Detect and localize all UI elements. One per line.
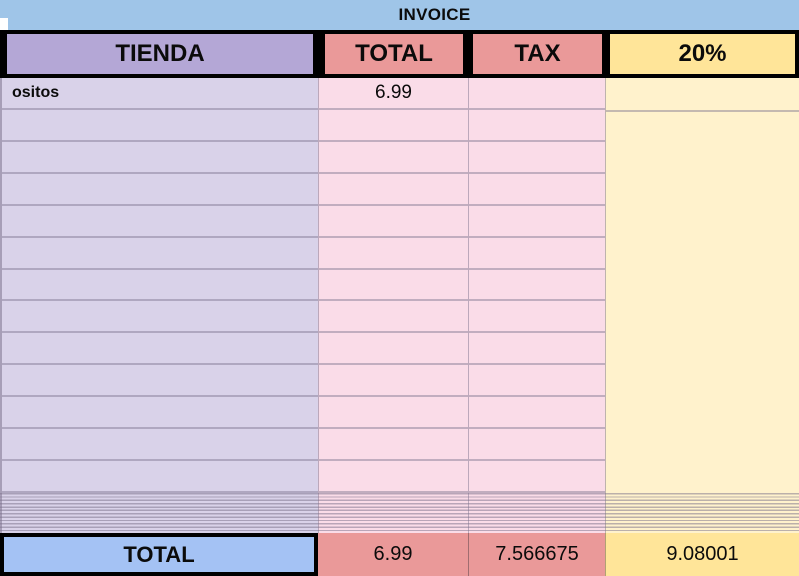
empty-cell[interactable] [469, 397, 605, 430]
empty-cell[interactable] [469, 461, 605, 493]
empty-cell[interactable] [469, 301, 605, 334]
empty-cell[interactable] [469, 365, 605, 398]
cell-total-value[interactable]: 6.99 [319, 78, 468, 110]
header-cell-20pct[interactable]: 20% [610, 34, 795, 74]
empty-cell[interactable] [2, 142, 318, 174]
empty-cell[interactable] [319, 174, 468, 206]
empty-cell[interactable] [2, 270, 318, 302]
column-20pct [605, 78, 799, 493]
compressed-cells-tax [468, 493, 605, 533]
empty-cell[interactable] [2, 461, 318, 493]
cell-store-name[interactable]: ositos [2, 78, 318, 110]
header-cell-tax[interactable]: TAX [473, 34, 602, 74]
empty-cell[interactable] [469, 238, 605, 270]
grand-total-tax[interactable]: 7.566675 [468, 533, 605, 576]
empty-cell[interactable] [319, 270, 468, 302]
empty-cell[interactable] [2, 365, 318, 398]
empty-cell[interactable] [469, 110, 605, 142]
empty-cell[interactable] [2, 110, 318, 142]
empty-cell[interactable] [319, 110, 468, 142]
empty-cell[interactable] [469, 429, 605, 462]
cell-20pct-value[interactable] [606, 78, 799, 112]
compressed-cells-total [318, 493, 468, 533]
grand-total-total[interactable]: 6.99 [318, 533, 468, 576]
empty-cell[interactable] [319, 365, 468, 398]
empty-cell[interactable] [2, 429, 318, 462]
column-tienda: ositos [0, 78, 318, 493]
compressed-cells-tienda [0, 493, 318, 533]
empty-cell[interactable] [469, 270, 605, 302]
empty-cell[interactable] [319, 333, 468, 366]
column-total: 6.99 [318, 78, 468, 493]
empty-cell[interactable] [319, 461, 468, 493]
title-cell[interactable]: INVOICE [0, 0, 799, 30]
empty-cell[interactable] [319, 397, 468, 430]
empty-cell[interactable] [319, 429, 468, 462]
empty-cell[interactable] [469, 142, 605, 174]
header-row: TIENDA TOTAL TAX 20% [0, 30, 799, 78]
table-body: ositos 6.99 [0, 78, 799, 493]
header-cell-tienda[interactable]: TIENDA [7, 34, 313, 74]
merged-20pct-cell[interactable] [606, 112, 799, 493]
corner-notch [0, 18, 8, 30]
empty-cell[interactable] [319, 142, 468, 174]
empty-cell[interactable] [319, 301, 468, 334]
column-tax [468, 78, 605, 493]
empty-cell[interactable] [2, 174, 318, 206]
grand-total-20pct[interactable]: 9.08001 [605, 533, 799, 576]
cell-tax-value[interactable] [469, 78, 605, 110]
empty-cell[interactable] [2, 333, 318, 366]
grand-total-label: TOTAL [0, 533, 318, 576]
header-cell-total[interactable]: TOTAL [325, 34, 463, 74]
compressed-rows-band [0, 493, 799, 533]
empty-cell[interactable] [2, 301, 318, 334]
grand-total-row: TOTAL 6.99 7.566675 9.08001 [0, 533, 799, 576]
empty-cell[interactable] [319, 238, 468, 270]
empty-cell[interactable] [319, 206, 468, 238]
empty-cell[interactable] [2, 206, 318, 238]
empty-cell[interactable] [469, 174, 605, 206]
empty-cell[interactable] [2, 238, 318, 270]
empty-cell[interactable] [2, 397, 318, 430]
empty-cell[interactable] [469, 333, 605, 366]
compressed-cells-20pct [605, 493, 799, 533]
invoice-title: INVOICE [398, 5, 471, 24]
empty-cell[interactable] [469, 206, 605, 238]
grand-total-label-cell[interactable]: TOTAL [0, 533, 318, 576]
